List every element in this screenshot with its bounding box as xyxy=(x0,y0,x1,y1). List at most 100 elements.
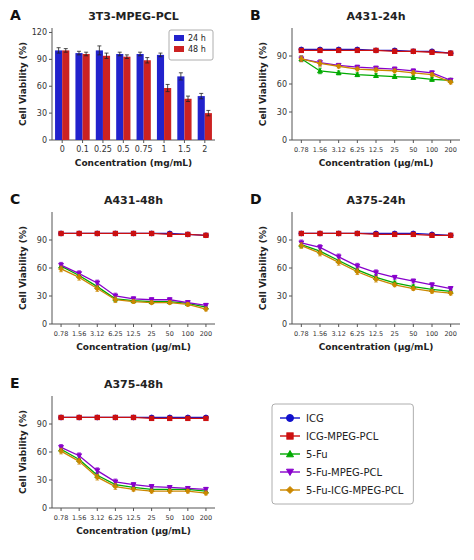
bar xyxy=(184,99,191,140)
point xyxy=(411,286,416,291)
point xyxy=(336,47,341,52)
point xyxy=(449,233,453,237)
x-tick-label: 1 xyxy=(162,145,167,154)
error-bar xyxy=(204,491,208,495)
error-bar xyxy=(186,417,190,421)
y-axis xyxy=(292,28,293,140)
error-bar xyxy=(168,417,172,421)
error-cap xyxy=(84,55,88,56)
point xyxy=(430,50,434,54)
error-bar xyxy=(59,266,63,272)
error-cap xyxy=(105,53,109,54)
point xyxy=(149,416,153,420)
error-bar xyxy=(337,232,341,236)
point xyxy=(299,56,304,61)
point xyxy=(299,47,304,52)
legend-label: ICG xyxy=(306,413,324,424)
error-line xyxy=(201,93,202,98)
x-tick-label: 0.78 xyxy=(294,146,308,154)
error-bar xyxy=(77,416,81,420)
error-bar xyxy=(114,296,118,302)
point xyxy=(168,416,172,420)
error-bar xyxy=(412,279,416,283)
point xyxy=(77,231,81,235)
x-tick-label: 200 xyxy=(444,330,456,338)
error-bar xyxy=(97,46,101,55)
x-axis-label: Concentration (μg/mL) xyxy=(76,342,191,352)
error-line xyxy=(140,52,141,56)
point xyxy=(95,231,99,235)
error-cap xyxy=(97,45,101,46)
legend: ICGICG-MPEG-PCL5-Fu5-Fu-MPEG-PCL5-Fu-ICG… xyxy=(272,404,413,504)
error-bar xyxy=(374,270,378,276)
panel-label: E xyxy=(10,375,20,391)
point xyxy=(149,231,154,236)
error-cap xyxy=(114,479,118,480)
error-cap xyxy=(95,280,99,281)
error-line xyxy=(106,53,107,58)
y-tick-label: 120 xyxy=(32,28,47,37)
error-bar xyxy=(337,64,341,68)
y-tick-label: 0 xyxy=(42,504,47,513)
point xyxy=(299,243,304,248)
error-bar xyxy=(300,56,304,62)
legend-label: 5-Fu xyxy=(306,449,328,460)
point xyxy=(131,487,136,492)
error-cap xyxy=(105,58,109,59)
error-bar xyxy=(199,93,203,98)
error-bar xyxy=(393,49,397,53)
error-cap xyxy=(337,254,341,255)
point xyxy=(355,231,359,235)
error-bar xyxy=(449,80,453,84)
bar xyxy=(137,54,144,140)
error-cap xyxy=(158,53,162,54)
error-line xyxy=(86,52,87,56)
point xyxy=(168,232,172,236)
error-bar xyxy=(114,232,118,236)
x-axis xyxy=(52,324,215,325)
x-tick-label: 6.25 xyxy=(350,146,364,154)
point xyxy=(318,47,323,52)
error-bar xyxy=(374,68,378,72)
point xyxy=(318,251,323,256)
error-bar xyxy=(393,75,397,79)
y-tick-label: 30 xyxy=(37,476,47,485)
error-bar xyxy=(318,232,322,236)
series xyxy=(59,266,209,311)
error-bar xyxy=(204,233,208,237)
point xyxy=(59,231,64,236)
error-cap xyxy=(318,59,322,60)
title: A375-48h xyxy=(104,378,163,391)
point xyxy=(374,48,379,53)
point xyxy=(113,297,118,302)
point xyxy=(95,231,100,236)
point xyxy=(318,69,323,73)
x-tick-label: 0.78 xyxy=(54,514,68,522)
x-axis-label: Concentration (μg/mL) xyxy=(76,526,191,536)
error-bar xyxy=(59,232,63,236)
point xyxy=(186,232,190,236)
point xyxy=(95,286,100,291)
point xyxy=(411,231,416,236)
panel-label: C xyxy=(10,191,20,207)
x-tick-label: 12.5 xyxy=(369,146,383,154)
error-bar xyxy=(412,76,416,80)
error-line xyxy=(180,73,181,80)
error-bar xyxy=(95,416,99,420)
legend-marker xyxy=(287,415,294,422)
error-bar xyxy=(132,483,136,487)
error-bar xyxy=(186,233,190,237)
point xyxy=(430,283,435,287)
error-line xyxy=(119,52,120,56)
point xyxy=(113,415,118,420)
y-tick-label: 60 xyxy=(37,264,47,273)
error-bar xyxy=(430,283,434,287)
point xyxy=(430,232,435,237)
error-bar xyxy=(186,96,190,101)
error-bar xyxy=(393,233,397,237)
error-bar xyxy=(356,269,360,275)
error-bar xyxy=(337,49,341,53)
bar xyxy=(75,53,82,140)
error-bar xyxy=(412,233,416,237)
point xyxy=(411,49,416,54)
